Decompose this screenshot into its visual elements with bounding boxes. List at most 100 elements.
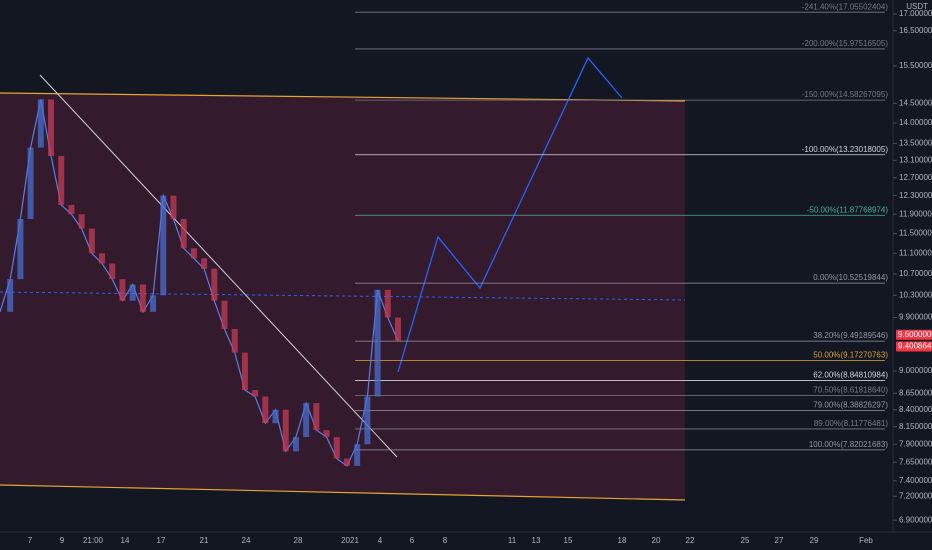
fib-label: 0.00%(10.52519844) [813, 273, 888, 282]
candle [119, 279, 126, 301]
candle [354, 444, 361, 466]
price-label: 7.65000000 [899, 457, 932, 466]
price-label: 10.30000000 [899, 290, 932, 299]
candle [78, 214, 85, 229]
axis-group: 17.00000000 16.50000000 15.50000000 14.5000… [28, 9, 932, 545]
price-line [0, 291, 686, 301]
fib-label: -241.40%(17.05502404) [802, 2, 889, 11]
candle [211, 268, 218, 301]
date-label: 21:00 [83, 536, 104, 545]
date-label: 17 [157, 536, 166, 545]
fib-label: -50.00%(11.87768974) [807, 205, 889, 214]
price-label: 16.50000000 [899, 26, 932, 35]
candle [282, 409, 289, 452]
candle [221, 300, 228, 329]
fib-label: 100.00%(7.82021683) [809, 440, 889, 449]
candle [88, 228, 95, 254]
fib-label: -150.00%(14.58267095) [802, 90, 889, 99]
price-label: 7.20000000 [899, 491, 932, 500]
price-label: 9.00000000 [899, 366, 932, 375]
candle [160, 195, 167, 296]
price-tag [896, 341, 932, 352]
candle [262, 396, 269, 424]
fib-label: 50.00%(9.17270763) [813, 350, 888, 359]
candle [109, 263, 116, 280]
price-label: 14.00000000 [899, 118, 932, 127]
candle [27, 147, 34, 219]
date-label: 21 [200, 536, 209, 545]
price-label: 9.90000000 [899, 313, 932, 322]
candle [201, 258, 208, 269]
candle [150, 295, 157, 312]
candle [272, 409, 279, 424]
channel-top [0, 92, 686, 102]
candle [48, 99, 55, 157]
date-label: 29 [810, 536, 819, 545]
candle [333, 437, 340, 459]
price-label: 11.90000000 [899, 209, 932, 218]
date-label: 8 [443, 536, 448, 545]
price-label: 7.40000000 [899, 476, 932, 485]
candle [323, 430, 330, 438]
price-label: 6.90000000 [899, 515, 932, 524]
candle [99, 253, 106, 264]
date-label: 27 [775, 536, 784, 545]
candle [343, 458, 350, 466]
date-label: 24 [242, 536, 251, 545]
currency: USDT [906, 2, 928, 11]
price-label: 7.90000000 [899, 439, 932, 448]
price-label: 12.30000000 [899, 191, 932, 200]
fib-label: 79.00%(8.38826297) [813, 401, 888, 410]
fib-label: 70.50%(8.61818640) [813, 385, 888, 394]
date-label: 14 [121, 536, 130, 545]
candle [129, 284, 136, 301]
date-label: 15 [564, 536, 573, 545]
trendline [39, 74, 398, 458]
price-label: 11.50000000 [899, 229, 932, 238]
date-label: 4 [378, 536, 383, 545]
price-tag-label: 9.60000000 [898, 330, 932, 339]
candle [231, 328, 238, 353]
date-label: 13 [532, 536, 541, 545]
candle [292, 437, 299, 452]
price-label: 13.10000000 [899, 155, 932, 164]
fib-label: -200.00%(15.97516505) [802, 39, 889, 48]
date-label: 22 [686, 536, 695, 545]
candle [190, 248, 197, 259]
candle [139, 284, 146, 312]
price-label: 8.40000000 [899, 405, 932, 414]
fib-group: -241.40%(17.05502404) -200.00%(15.9751650… [355, 2, 889, 451]
date-label: 20 [652, 536, 661, 545]
price-label: 14.50000000 [899, 98, 932, 107]
price-label: 8.15000000 [899, 422, 932, 431]
price-label: 17.00000000 [899, 9, 932, 18]
date-label: 18 [618, 536, 627, 545]
price-label: 10.70000000 [899, 269, 932, 278]
fib-label: 38.20%(9.49189546) [813, 331, 888, 340]
candle [7, 279, 14, 312]
price-label: 15.50000000 [899, 61, 932, 70]
candle [384, 289, 391, 318]
candle [170, 195, 177, 219]
candle [395, 317, 401, 341]
date-label: 9 [60, 536, 65, 545]
date-label: 28 [294, 536, 303, 545]
projection-path [397, 56, 623, 373]
price-label: 11.10000000 [899, 248, 932, 257]
channel-bottom [0, 484, 686, 501]
date-label: Feb [859, 536, 873, 545]
candle [37, 99, 44, 148]
candle [241, 352, 248, 391]
candle [58, 156, 65, 205]
candle [364, 396, 371, 445]
price-series [0, 99, 399, 467]
candle [374, 289, 381, 397]
price-tag [896, 329, 932, 340]
candle [303, 403, 310, 438]
fib-label: 62.00%(8.84810984) [813, 371, 888, 380]
price-label: 12.70000000 [899, 173, 932, 182]
date-label: 25 [741, 536, 750, 545]
candle [313, 403, 320, 431]
